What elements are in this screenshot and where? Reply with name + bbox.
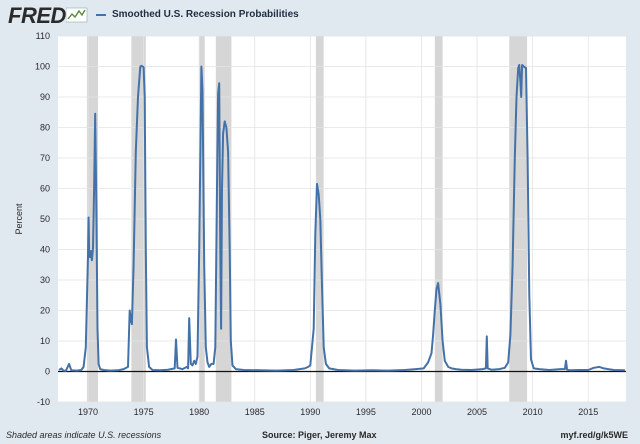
grid-lines <box>58 35 626 403</box>
legend-swatch <box>96 13 106 16</box>
series-lines <box>58 64 625 372</box>
fred-logo-chart-icon <box>66 7 88 23</box>
y-tick-label: 90 <box>40 92 50 102</box>
legend-label: Smoothed U.S. Recession Probabilities <box>112 9 299 20</box>
y-tick-label: 70 <box>40 153 50 163</box>
chart-legend: Smoothed U.S. Recession Probabilities <box>96 9 299 20</box>
y-tick-label: 10 <box>40 336 50 346</box>
y-tick-label: 50 <box>40 214 50 224</box>
x-tick-label: 2015 <box>578 407 598 417</box>
x-tick-label: 1980 <box>189 407 209 417</box>
x-tick-label: 1975 <box>134 407 154 417</box>
x-tick-label: 2000 <box>411 407 431 417</box>
recession-note: Shaded areas indicate U.S. recessions <box>6 430 162 440</box>
x-tick-label: 1995 <box>356 407 376 417</box>
y-axis-label: Percent <box>14 203 24 235</box>
y-tick-labels: -10 0 10 20 30 40 50 60 70 80 90 100 110 <box>35 31 50 407</box>
x-tick-label: 1990 <box>300 407 320 417</box>
chart-footer: Shaded areas indicate U.S. recessions So… <box>0 428 640 444</box>
short-link[interactable]: myf.red/g/k5WE <box>560 430 628 440</box>
y-tick-label: 40 <box>40 245 50 255</box>
y-tick-label: 20 <box>40 306 50 316</box>
x-tick-label: 1985 <box>245 407 265 417</box>
series-line <box>58 64 625 372</box>
x-tick-label: 2010 <box>523 407 543 417</box>
y-tick-label: 0 <box>45 367 50 377</box>
chart-header: FRED Smoothed U.S. Recession Probabiliti… <box>0 0 640 28</box>
x-tick-label: 2005 <box>467 407 487 417</box>
y-tick-label: 30 <box>40 275 50 285</box>
y-tick-label: 60 <box>40 184 50 194</box>
source-note: Source: Piger, Jeremy Max <box>262 430 377 440</box>
y-tick-label: 110 <box>36 31 50 41</box>
y-tick-label: -10 <box>37 397 50 407</box>
y-tick-label: 100 <box>35 62 50 72</box>
y-tick-label: 80 <box>40 123 50 133</box>
x-tick-label: 1970 <box>78 407 98 417</box>
line-chart: -10 0 10 20 30 40 50 60 70 80 90 100 110 1970 1975 198… <box>14 31 626 417</box>
x-tick-labels: 1970 1975 1980 1985 1990 1995 2000 2005 2010 2015 <box>78 407 598 417</box>
fred-logo[interactable]: FRED <box>8 3 66 28</box>
